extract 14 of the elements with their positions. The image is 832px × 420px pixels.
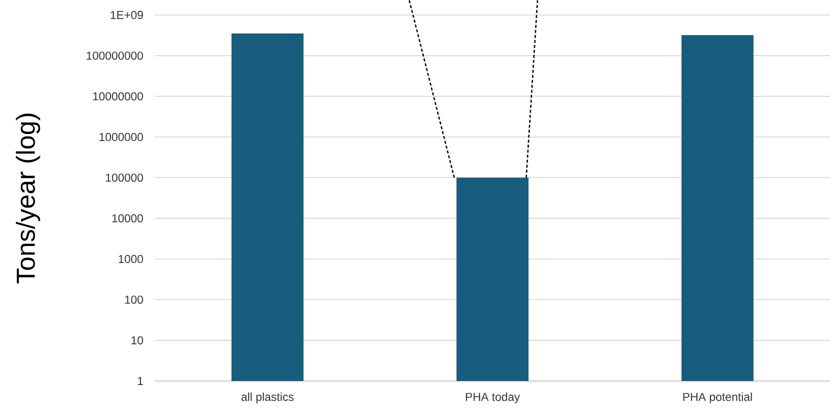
x-tick-label: PHA today xyxy=(466,392,520,404)
x-tick-label: PHA potential xyxy=(683,392,752,404)
y-tick-label: 10 xyxy=(132,336,144,344)
y-tick-label: 1000000 xyxy=(100,132,144,142)
x-tick-label: all plastics xyxy=(241,392,294,404)
y-tick-label: 1000 xyxy=(118,254,144,264)
y-tick-label: 1E+09 xyxy=(110,10,143,20)
y-tick-label: 1 xyxy=(138,377,143,385)
y-tick-label: 10000 xyxy=(112,214,144,222)
y-axis-title: Tons/year (log) xyxy=(16,114,40,284)
y-tick-label: 10000000 xyxy=(93,92,144,100)
y-tick-label: 100000000 xyxy=(86,52,144,60)
y-tick-label: 100000 xyxy=(106,174,144,182)
y-tick-label: 100 xyxy=(125,296,144,304)
